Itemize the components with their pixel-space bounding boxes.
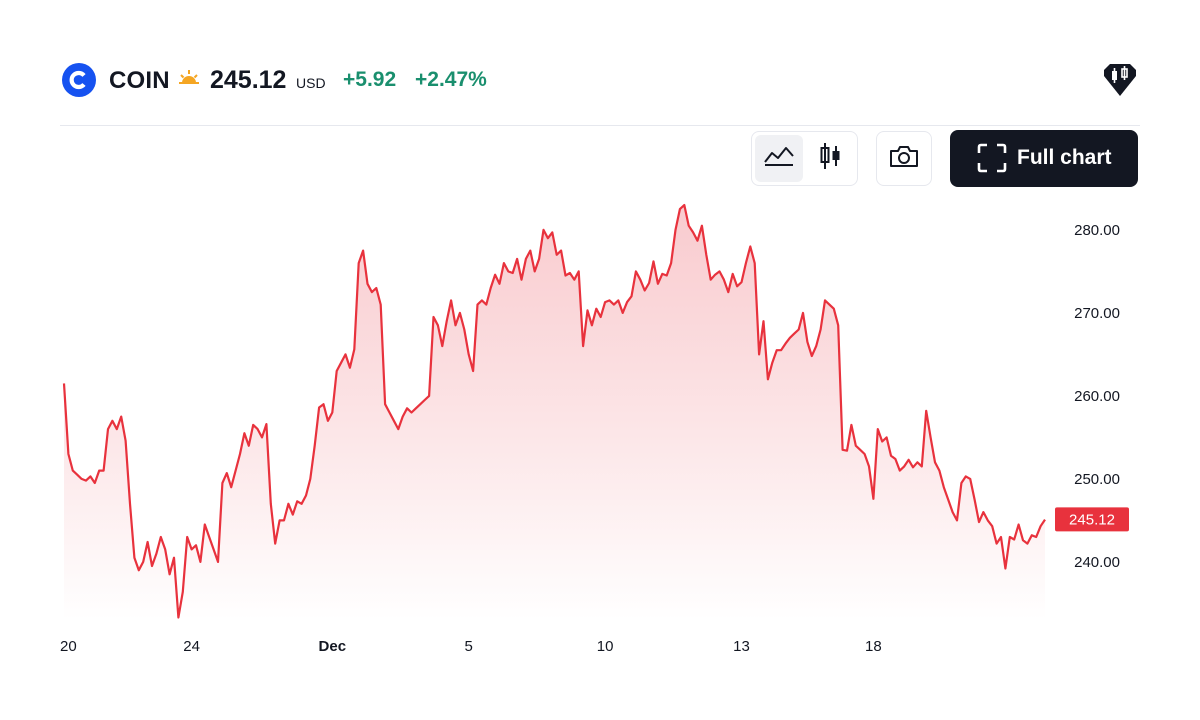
tradingview-icon[interactable] [1100,60,1140,100]
last-price-badge [1055,507,1129,532]
x-tick-label: 13 [733,638,750,655]
y-tick-label: 250.00 [1074,471,1120,488]
price-change: +5.92 [343,68,397,91]
header-divider [60,125,1140,126]
candlestick-icon [819,142,843,175]
sun-icon [178,68,200,90]
x-tick-label: 20 [60,638,77,655]
area-fill [64,205,1045,620]
y-tick-label: 280.00 [1074,222,1120,239]
snapshot-button[interactable] [876,131,932,186]
camera-icon [889,144,919,173]
full-chart-button[interactable]: Full chart [950,130,1138,187]
x-tick-label: 24 [183,638,200,655]
area-chart-icon [764,144,794,173]
last-price-marker: 245.12 [1055,507,1129,532]
area-chart-button[interactable] [755,135,803,182]
x-tick-label: 18 [865,638,882,655]
y-axis: 280.00 270.00 260.00 250.00 240.00 [1074,222,1120,571]
last-price: 245.12 [210,66,287,94]
x-tick-label: 10 [597,638,614,655]
area-fill-layer [64,205,1045,620]
x-tick-label: 5 [465,638,473,655]
currency-label: USD [296,75,326,91]
y-tick-label: 270.00 [1074,305,1120,322]
price-line-layer [62,203,1046,619]
x-tick-label: Dec [319,638,347,655]
coinbase-logo-icon[interactable] [62,63,96,97]
price-line [62,203,1046,619]
full-chart-label: Full chart [1017,146,1112,169]
y-tick-label: 260.00 [1074,388,1120,405]
symbol-header: COIN 245.12 USD +5.92 +2.47% [62,60,1140,100]
price-change-percent: +2.47% [415,68,487,91]
last-price-label: 245.12 [1069,511,1115,528]
fullscreen-icon [977,143,1007,173]
chart-style-toggle [751,131,858,186]
x-axis: 20 24 Dec 5 10 13 18 [60,638,882,655]
candlestick-button[interactable] [807,135,855,182]
ticker-symbol[interactable]: COIN [109,67,170,94]
y-tick-label: 240.00 [1074,554,1120,571]
